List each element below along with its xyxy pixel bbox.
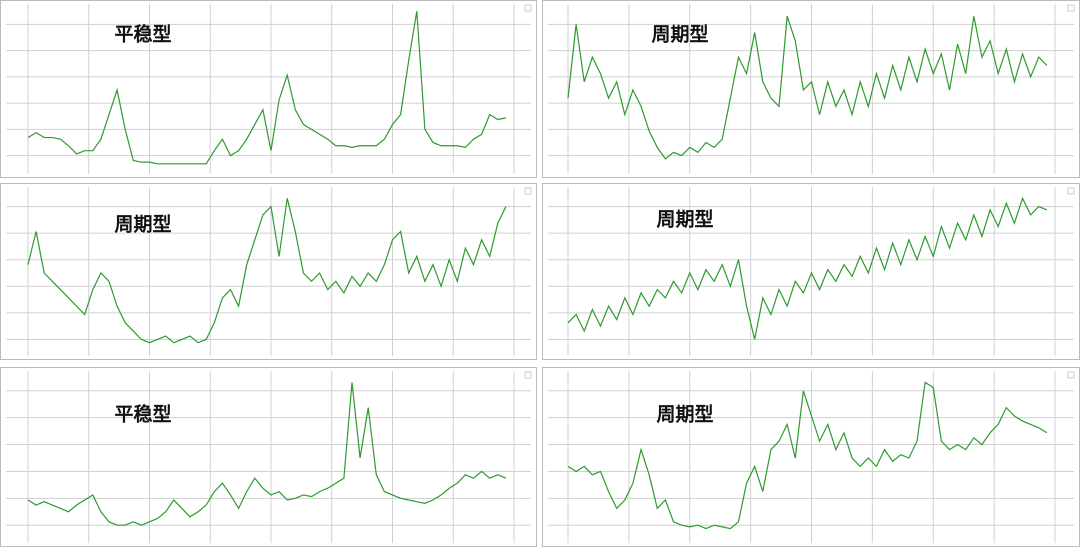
chart-title: 周期型 bbox=[114, 213, 171, 236]
corner-icon bbox=[1067, 371, 1075, 379]
panel bbox=[0, 367, 537, 547]
corner-icon bbox=[524, 187, 532, 195]
corner-icon bbox=[1067, 4, 1075, 12]
data-line bbox=[567, 16, 1048, 160]
chart-title: 周期型 bbox=[651, 23, 708, 46]
panel bbox=[0, 0, 537, 178]
data-line bbox=[27, 11, 507, 165]
data-line bbox=[567, 381, 1048, 530]
corner-icon bbox=[1067, 187, 1075, 195]
chart-title: 周期型 bbox=[656, 403, 713, 426]
data-line bbox=[567, 196, 1048, 340]
chart-title: 平稳型 bbox=[114, 23, 171, 46]
corner-icon bbox=[524, 4, 532, 12]
chart-title: 周期型 bbox=[656, 208, 713, 231]
data-line bbox=[27, 382, 507, 526]
data-line bbox=[27, 198, 507, 344]
chart-title: 平稳型 bbox=[114, 403, 171, 426]
corner-icon bbox=[524, 371, 532, 379]
panel bbox=[0, 183, 537, 360]
